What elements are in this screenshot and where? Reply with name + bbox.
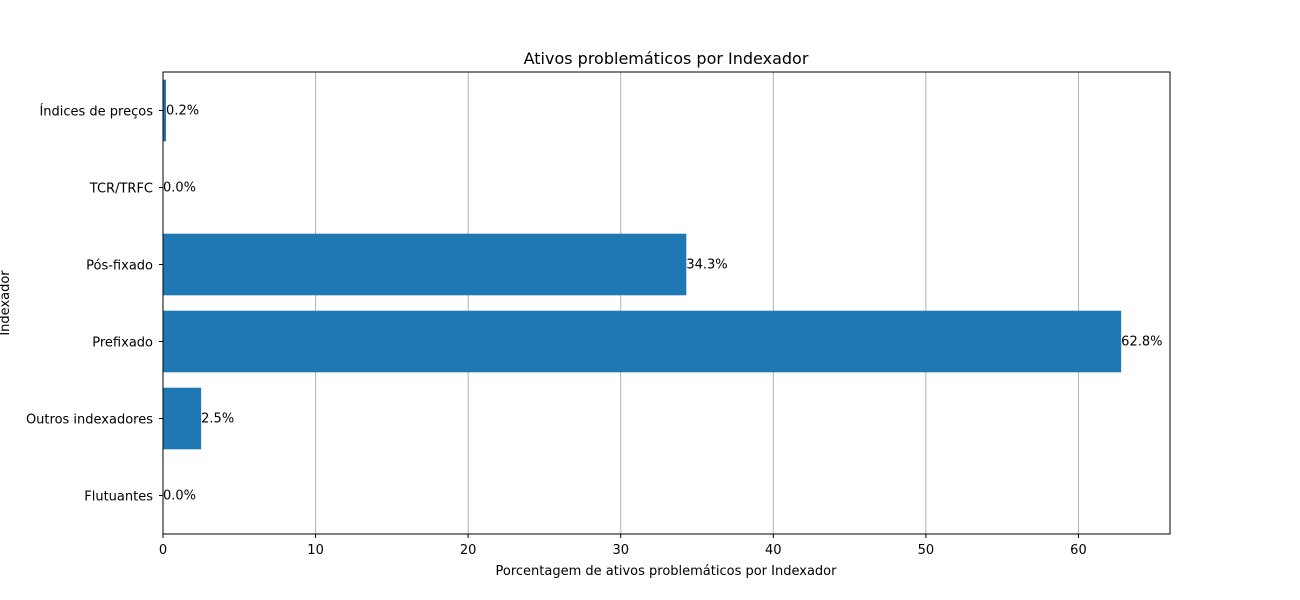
y-tick-label: Outros indexadores	[26, 413, 153, 428]
y-tick-label: TCR/TRFC	[89, 182, 153, 197]
bar	[163, 79, 167, 142]
y-tick-label: Flutuantes	[84, 490, 153, 505]
y-tick-label: Índices de preços	[39, 104, 153, 120]
x-tick-label: 50	[918, 543, 935, 558]
x-tick-label: 20	[460, 543, 477, 558]
x-tick-label: 60	[1070, 543, 1087, 558]
x-tick-label: 10	[307, 543, 324, 558]
x-axis-title: Porcentagem de ativos problemáticos por …	[496, 564, 838, 579]
data-labels: 0.2% 0.0% 34.3% 62.8% 2.5% 0.0%	[163, 104, 1162, 504]
x-axis-ticks: 0 10 20 30 40 50 60	[159, 534, 1087, 558]
x-tick-label: 0	[159, 543, 167, 558]
data-label: 2.5%	[201, 412, 234, 427]
x-tick-label: 40	[765, 543, 782, 558]
y-tick-label: Prefixado	[92, 336, 153, 351]
grid-lines	[162, 72, 1079, 534]
data-label: 0.2%	[166, 104, 199, 119]
bar	[163, 387, 202, 450]
y-axis-ticks: Índices de preços TCR/TRFC Pós-fixado Prefi…	[26, 104, 163, 505]
data-label: 0.0%	[163, 489, 196, 504]
y-axis-title: Indexador	[0, 270, 13, 336]
chart-title: Ativos problemáticos por Indexador	[524, 49, 809, 68]
bars	[163, 79, 1122, 450]
data-label: 62.8%	[1121, 335, 1162, 350]
bar	[163, 310, 1122, 373]
plot-frame	[162, 71, 1171, 535]
bar	[163, 233, 687, 296]
x-tick-label: 30	[612, 543, 629, 558]
data-label: 34.3%	[686, 258, 727, 273]
data-label: 0.0%	[163, 181, 196, 196]
y-tick-label: Pós-fixado	[86, 259, 153, 274]
